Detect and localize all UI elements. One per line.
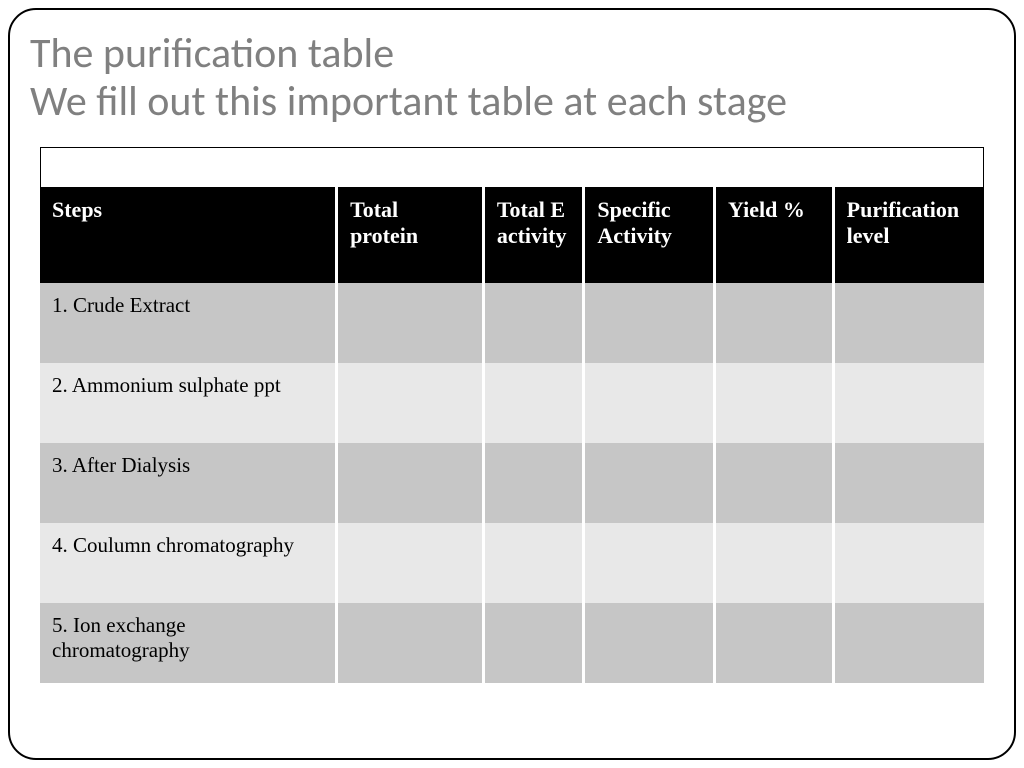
purification-table: Steps Total protein Total E activity Spe… [40,187,984,683]
cell-yield [715,523,834,603]
table-top-band [40,147,984,187]
cell-specific-activity [584,283,715,363]
cell-purification-level [833,443,984,523]
cell-total-protein [337,523,484,603]
table-row: 3. After Dialysis [40,443,984,523]
cell-specific-activity [584,363,715,443]
col-header-steps: Steps [40,187,337,283]
cell-step: 2. Ammonium sulphate ppt [40,363,337,443]
slide-frame: The purification table We fill out this … [8,8,1016,760]
table-row: 2. Ammonium sulphate ppt [40,363,984,443]
cell-yield [715,603,834,683]
col-header-total-protein: Total protein [337,187,484,283]
table-row: 4. Coulumn chromatography [40,523,984,603]
cell-total-e-activity [483,523,584,603]
cell-total-e-activity [483,443,584,523]
cell-purification-level [833,523,984,603]
cell-yield [715,443,834,523]
cell-yield [715,283,834,363]
col-header-purification-level: Purification level [833,187,984,283]
cell-purification-level [833,283,984,363]
cell-total-e-activity [483,363,584,443]
cell-total-e-activity [483,283,584,363]
cell-purification-level [833,603,984,683]
col-header-yield: Yield % [715,187,834,283]
cell-step: 3. After Dialysis [40,443,337,523]
cell-total-protein [337,603,484,683]
slide-title: The purification table We fill out this … [10,30,1014,147]
cell-total-protein [337,363,484,443]
col-header-total-e-activity: Total E activity [483,187,584,283]
cell-purification-level [833,363,984,443]
cell-step: 5. Ion exchange chromatography [40,603,337,683]
cell-total-e-activity [483,603,584,683]
title-line-2: We fill out this important table at each… [30,78,994,126]
cell-step: 1. Crude Extract [40,283,337,363]
col-header-specific-activity: Specific Activity [584,187,715,283]
table-row: 5. Ion exchange chromatography [40,603,984,683]
table-header-row: Steps Total protein Total E activity Spe… [40,187,984,283]
cell-total-protein [337,283,484,363]
cell-yield [715,363,834,443]
cell-specific-activity [584,603,715,683]
cell-specific-activity [584,523,715,603]
cell-specific-activity [584,443,715,523]
cell-step: 4. Coulumn chromatography [40,523,337,603]
table-row: 1. Crude Extract [40,283,984,363]
title-line-1: The purification table [30,30,994,78]
purification-table-wrap: Steps Total protein Total E activity Spe… [10,147,1014,683]
cell-total-protein [337,443,484,523]
